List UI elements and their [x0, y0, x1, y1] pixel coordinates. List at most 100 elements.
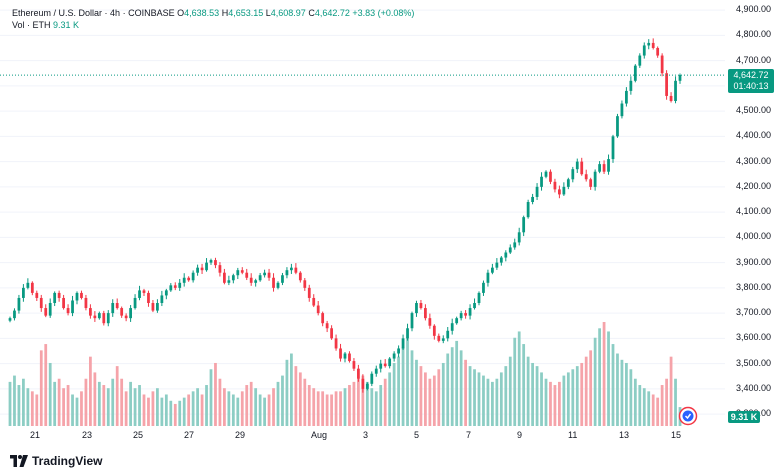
- candle-body: [642, 45, 646, 56]
- candle-body: [441, 338, 445, 341]
- candle-body: [106, 313, 110, 324]
- volume-bar: [325, 394, 329, 426]
- candle-body: [120, 308, 124, 316]
- volume-bar: [647, 391, 651, 426]
- candle-body: [566, 179, 570, 187]
- volume-bar: [410, 350, 414, 426]
- volume-bar: [468, 366, 472, 426]
- volume-bar: [593, 337, 597, 426]
- volume-bar: [196, 388, 199, 426]
- candle-body: [428, 318, 432, 326]
- candle-body: [97, 313, 101, 319]
- candle-body: [607, 159, 610, 172]
- volume-bar: [669, 356, 673, 426]
- candle-body: [660, 55, 664, 74]
- volume-bar: [406, 337, 409, 426]
- candle-body: [383, 363, 387, 367]
- volume-bar: [549, 381, 552, 426]
- volume-bar: [575, 366, 579, 426]
- candle-body: [432, 325, 436, 336]
- volume-bar: [334, 391, 338, 426]
- time-axis[interactable]: 21 23 25 27 29 Aug 3 5 7 9 11 13 15: [0, 428, 725, 442]
- volume-bar: [638, 385, 642, 426]
- volume-row: Vol · ETH 9.31 K: [12, 19, 414, 31]
- exchange-label: COINBASE: [128, 8, 175, 18]
- candle-body: [517, 232, 521, 243]
- candle-body: [468, 308, 472, 316]
- candle-body: [236, 270, 240, 276]
- volume-bar: [607, 331, 610, 426]
- volume-bar: [535, 366, 539, 426]
- volume-bar: [477, 372, 481, 426]
- volume-bar: [156, 388, 159, 426]
- volume-label[interactable]: Vol · ETH: [12, 20, 51, 30]
- candle-body: [526, 202, 530, 218]
- events-badge-icon[interactable]: [678, 406, 698, 426]
- symbol-name[interactable]: Ethereum / U.S. Dollar: [12, 8, 103, 18]
- candle-body: [240, 270, 244, 273]
- candle-body: [53, 292, 57, 304]
- close-value: 4,642.72: [314, 8, 350, 18]
- candle-body: [26, 282, 30, 288]
- candle-body: [513, 242, 517, 248]
- candle-body: [17, 297, 21, 311]
- volume-bar: [495, 378, 499, 426]
- candlesticks: [8, 38, 682, 393]
- volume-bar: [348, 385, 351, 426]
- volume-bar: [307, 385, 311, 426]
- price-chart[interactable]: [0, 0, 725, 428]
- price-tick-label: 4,200.00: [735, 180, 771, 191]
- candle-body: [249, 277, 253, 283]
- time-tick-label: 23: [82, 430, 93, 440]
- volume-bar: [17, 385, 21, 426]
- candle-body: [540, 176, 543, 187]
- volume-bar: [392, 362, 396, 426]
- candle-body: [57, 292, 61, 298]
- candle-body: [35, 292, 39, 298]
- volume-bar: [504, 366, 508, 426]
- volume-bar: [424, 372, 427, 426]
- candle-body: [674, 80, 677, 102]
- candle-body: [62, 297, 65, 309]
- volume-bar: [218, 378, 222, 426]
- volume-bar: [22, 378, 25, 426]
- candle-body: [214, 260, 217, 266]
- time-tick-label: 13: [619, 430, 630, 440]
- candle-body: [169, 285, 173, 291]
- candle-body: [571, 169, 575, 180]
- volume-bar: [674, 378, 677, 426]
- candle-body: [678, 75, 682, 81]
- footer-branding: TradingView: [10, 452, 102, 470]
- interval-label[interactable]: 4h: [110, 8, 121, 18]
- volume-bar: [558, 381, 561, 426]
- volume-bar: [223, 388, 226, 426]
- high-value: 4,653.15: [228, 8, 264, 18]
- candle-body: [178, 282, 182, 288]
- low-label: L: [265, 8, 271, 18]
- volume-bar: [84, 378, 88, 426]
- candle-body: [549, 171, 552, 182]
- price-tick-label: 3,700.00: [735, 307, 771, 318]
- candle-body: [93, 315, 97, 319]
- candle-body: [133, 297, 137, 309]
- price-tick-label: 4,700.00: [735, 54, 771, 65]
- volume-bar: [30, 391, 34, 426]
- time-tick-label: 5: [414, 430, 420, 440]
- volume-bar: [571, 369, 575, 426]
- volume-bar: [419, 366, 423, 426]
- volume-bar: [540, 372, 543, 426]
- volume-bar: [432, 375, 436, 426]
- volume-bar: [13, 375, 16, 426]
- price-axis[interactable]: 4,900.004,800.004,700.004,600.004,500.00…: [725, 0, 780, 428]
- volume-bar: [499, 372, 503, 426]
- volume-bar: [71, 394, 74, 426]
- candle-body: [339, 348, 342, 359]
- candle-body: [80, 292, 83, 298]
- candle-body: [455, 318, 459, 324]
- candle-body: [75, 292, 79, 301]
- candle-body: [182, 277, 186, 283]
- candle-body: [459, 313, 463, 319]
- price-tick-label: 3,900.00: [735, 256, 771, 267]
- chart-pane[interactable]: [0, 0, 725, 428]
- candle-body: [504, 252, 508, 258]
